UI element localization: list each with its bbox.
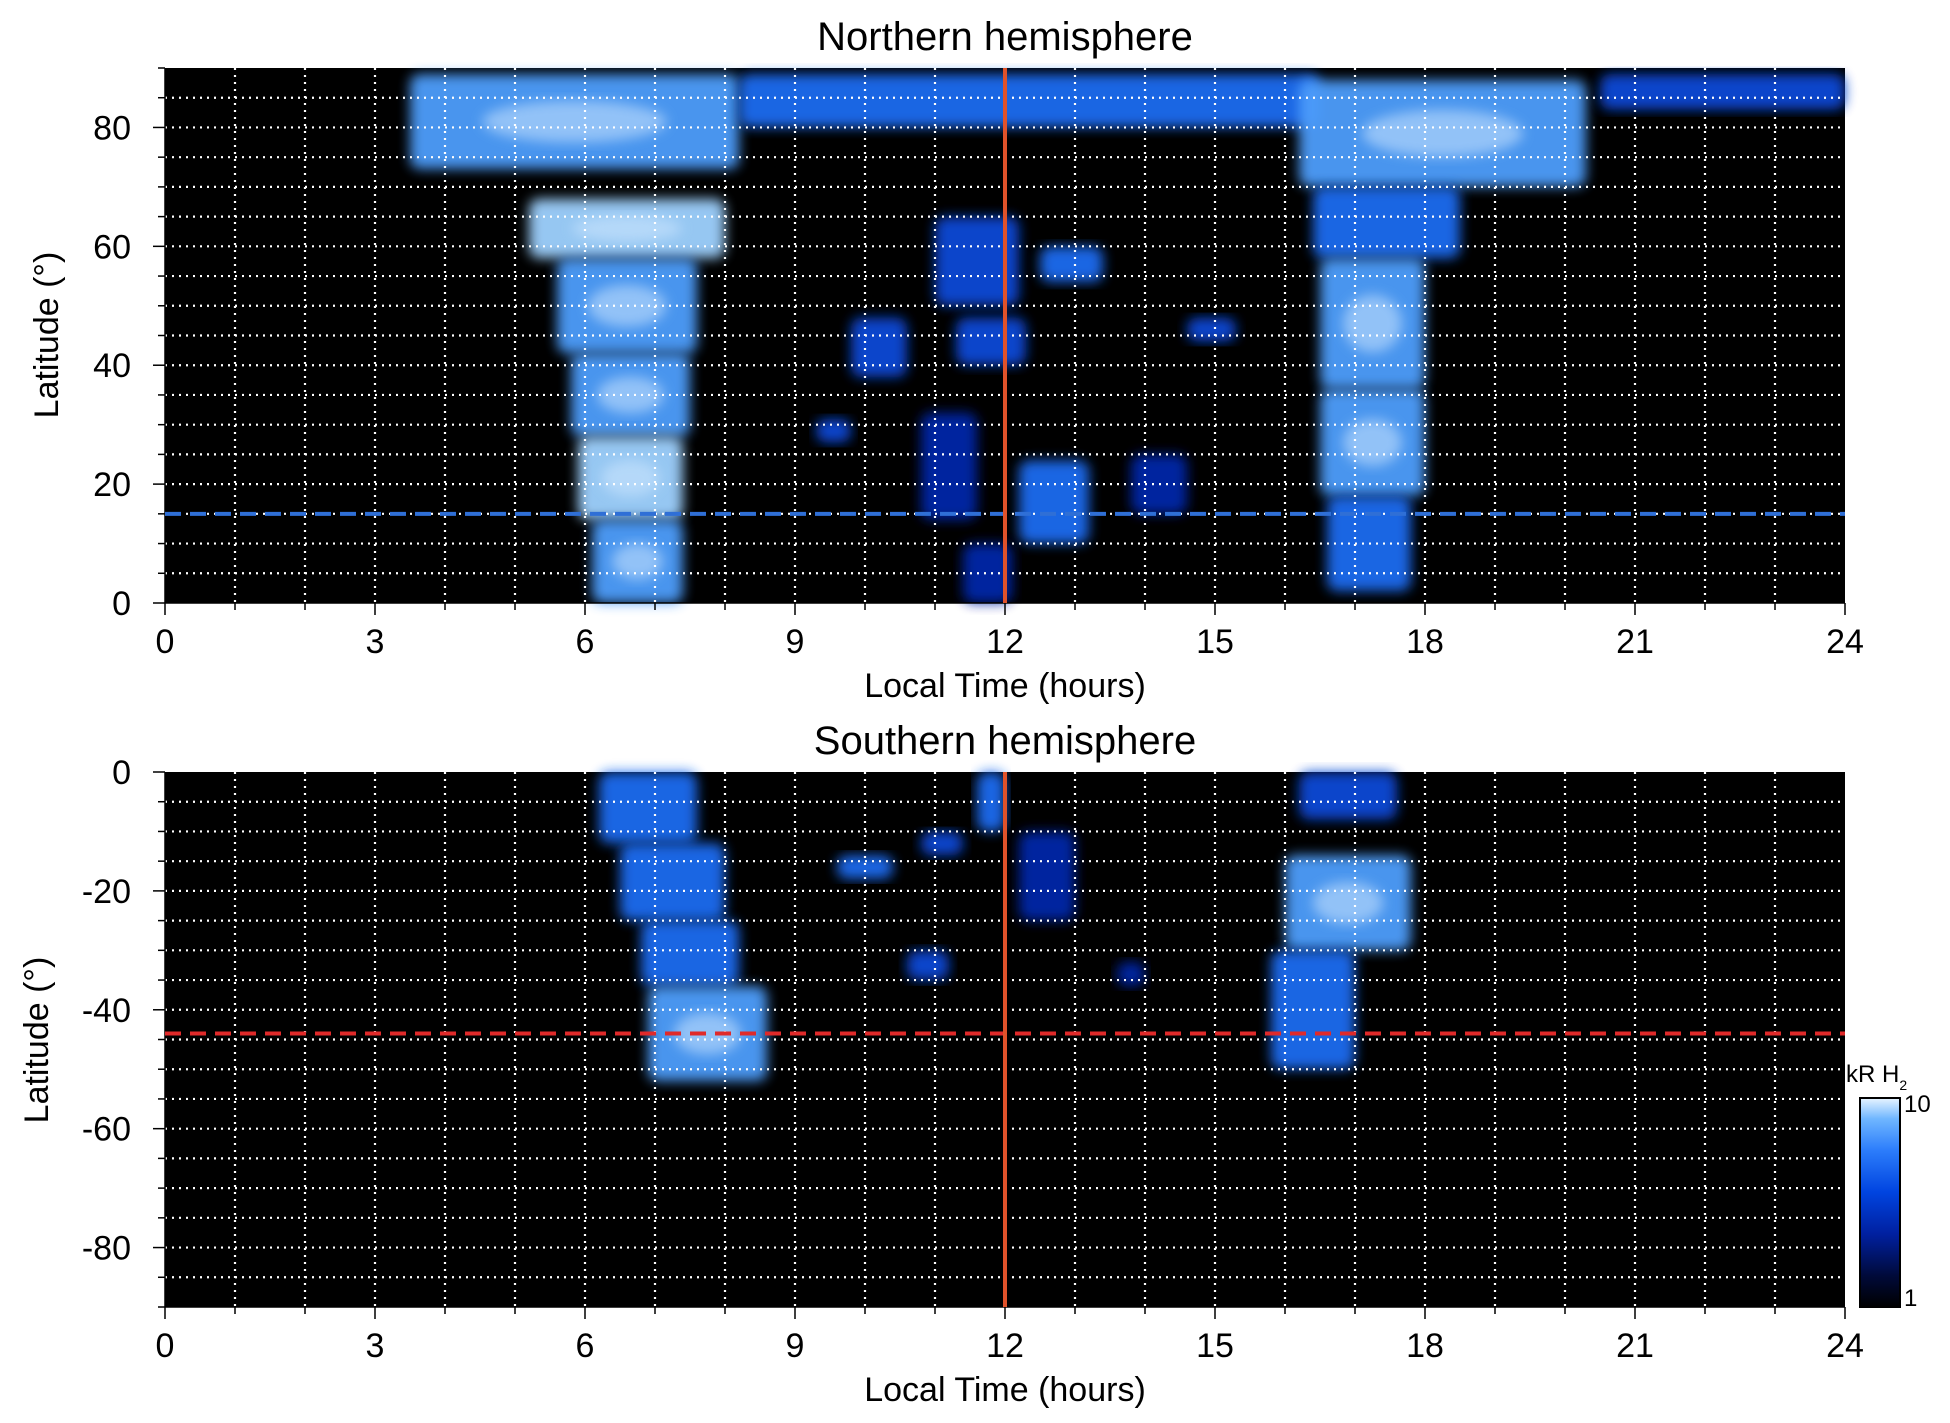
north-y-axis-label: Latitude (°) [28,252,66,419]
emission-core [1343,418,1402,467]
y-tick-label: 80 [93,109,131,147]
x-tick-label: 21 [1616,623,1654,661]
emission-blob [620,843,725,921]
emission-blob [1299,772,1397,820]
emission-core [674,1012,741,1055]
y-tick-label: -80 [82,1230,131,1268]
x-tick-label: 6 [576,623,595,661]
emission-blob [1040,246,1103,282]
emission-core [1362,109,1523,157]
colorbar-max-label: 10 [1904,1091,1931,1118]
north-x-axis-label: Local Time (hours) [864,667,1146,705]
emission-blob [935,216,1019,306]
south-ticks: 0 3 6 9 12 15 18 21 24 0 -20 -40 -60 -80 [82,754,1864,1365]
emission-blob [851,317,907,378]
emission-blob [1600,73,1845,110]
north-title: Northern hemisphere [817,15,1193,59]
y-tick-label: 0 [112,754,131,792]
emission-core [1343,294,1402,353]
panel-north: Northern hemisphere 0 3 6 9 12 15 18 21 24 0 20 40 6… [28,15,1864,705]
y-tick-label: -60 [82,1111,131,1149]
south-title: Southern hemisphere [814,719,1196,763]
emission-core [597,376,664,414]
x-tick-label: 15 [1196,623,1234,661]
x-tick-label: 18 [1406,623,1444,661]
emission-core [482,100,667,143]
colorbar-min-label: 1 [1904,1285,1917,1312]
emission-core [601,459,660,497]
panel-south: Southern hemisphere 0 3 6 9 12 15 18 21 24 0 -20 -4… [18,719,1864,1409]
x-tick-label: 6 [576,1327,595,1365]
south-x-axis-label: Local Time (hours) [864,1371,1146,1409]
emission-core [572,215,682,242]
y-tick-label: 20 [93,466,131,504]
emission-blob [1019,460,1089,544]
emission-blob [921,831,963,856]
north-emission [410,73,1845,603]
y-tick-label: -20 [82,873,131,911]
x-tick-label: 9 [786,1327,805,1365]
emission-blob [837,855,893,879]
x-tick-label: 24 [1826,1327,1864,1365]
emission-blob [599,772,697,844]
x-tick-label: 3 [366,1327,385,1365]
north-reference-lines [165,68,1845,603]
y-tick-label: 60 [93,228,131,266]
x-tick-label: 12 [986,623,1024,661]
x-tick-label: 15 [1196,1327,1234,1365]
south-y-axis-label: Latitude (°) [18,957,56,1124]
emission-blob [1117,962,1145,986]
colorbar: kR H2 10 1 [1846,1061,1931,1312]
x-tick-label: 12 [986,1327,1024,1365]
x-tick-label: 9 [786,623,805,661]
south-reference-lines [165,772,1845,1307]
y-tick-label: -40 [82,992,131,1030]
emission-blob [956,317,1026,366]
x-tick-label: 18 [1406,1327,1444,1365]
emission-core [1312,881,1384,924]
emission-blob [816,418,851,443]
emission-blob [1019,831,1075,921]
north-ticks: 0 3 6 9 12 15 18 21 24 0 20 40 60 80 [93,67,1864,661]
colorbar-gradient [1859,1097,1901,1308]
x-tick-label: 0 [156,623,175,661]
y-tick-label: 0 [112,585,131,623]
x-tick-label: 21 [1616,1327,1654,1365]
emission-blob [921,412,977,520]
emission-blob [641,920,739,986]
emission-blob [963,543,1012,603]
x-tick-label: 3 [366,623,385,661]
emission-blob [739,73,1320,128]
colorbar-label: kR H2 [1846,1061,1907,1093]
emission-blob [1187,317,1236,342]
x-tick-label: 0 [156,1327,175,1365]
emission-blob [1313,186,1460,259]
emission-blob [907,950,949,981]
emission-core [612,543,663,580]
x-tick-label: 24 [1826,623,1864,661]
y-tick-label: 40 [93,347,131,385]
